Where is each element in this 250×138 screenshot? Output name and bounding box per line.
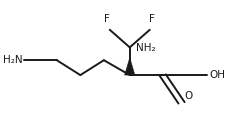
- Text: H₂N: H₂N: [3, 55, 23, 65]
- Text: F: F: [149, 14, 155, 24]
- Text: F: F: [104, 14, 110, 24]
- Text: NH₂: NH₂: [136, 43, 155, 53]
- Polygon shape: [124, 58, 135, 75]
- Text: OH: OH: [210, 70, 226, 80]
- Text: O: O: [184, 91, 192, 101]
